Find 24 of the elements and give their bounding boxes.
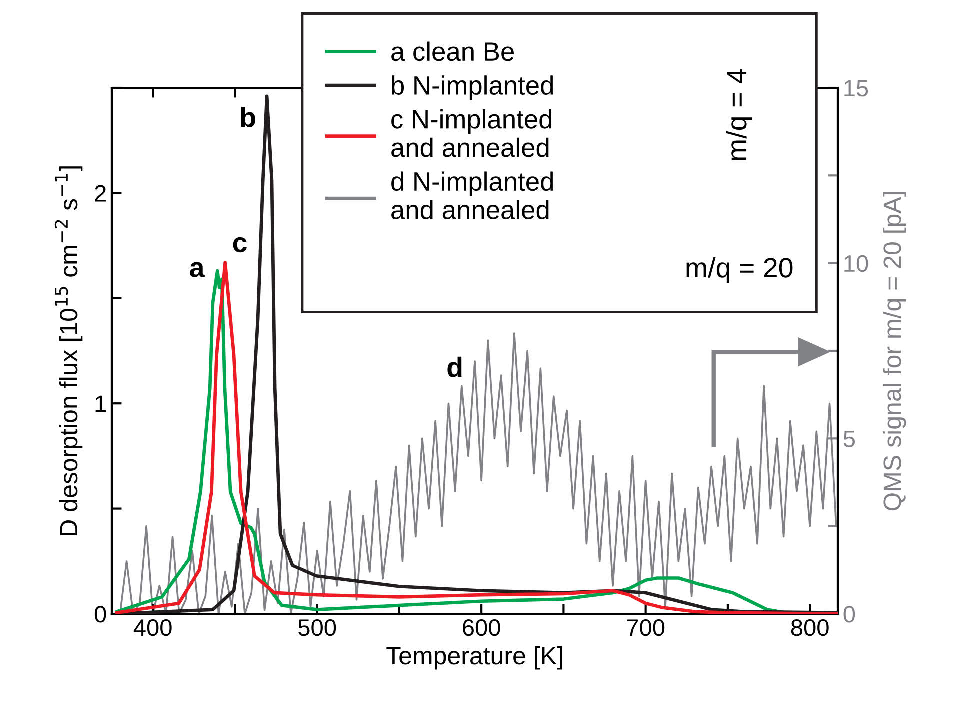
y2-tick-label: 15 [844, 80, 868, 97]
annotation: b [241, 107, 256, 128]
annotation: d [448, 356, 462, 378]
annotation: c [233, 237, 247, 253]
annotation: m/q = 4 [726, 69, 752, 160]
y-tick-label: 1 [96, 396, 106, 412]
x-tick-label: 500 [298, 619, 336, 636]
y-axis-title: D desorption flux [10$^{15}$ cm$^{−2}$ s$^{−1}$] [54, 166, 83, 536]
y-tick-label: 0 [94, 606, 106, 623]
legend-label: a clean Be [392, 42, 514, 62]
y2-tick-label: 0 [844, 606, 856, 623]
y2-tick-label: 5 [844, 430, 855, 448]
x-tick-label: 800 [791, 619, 829, 636]
x-axis-title: Temperature [K] [386, 646, 562, 670]
y-tick-label: 2 [95, 185, 106, 202]
legend-label: d N-implanted and annealed [392, 172, 554, 220]
annotation: m/q = 20 [686, 257, 793, 284]
legend-label: b N-implanted [392, 76, 554, 100]
y2-tick-label: 10 [844, 255, 868, 272]
x-tick-label: 400 [134, 619, 172, 636]
annotation: a [190, 262, 205, 278]
x-tick-label: 600 [463, 619, 500, 636]
x-tick-label: 700 [627, 619, 665, 636]
y2-axis-title: QMS signal for m/q = 20 [pA] [883, 192, 906, 511]
